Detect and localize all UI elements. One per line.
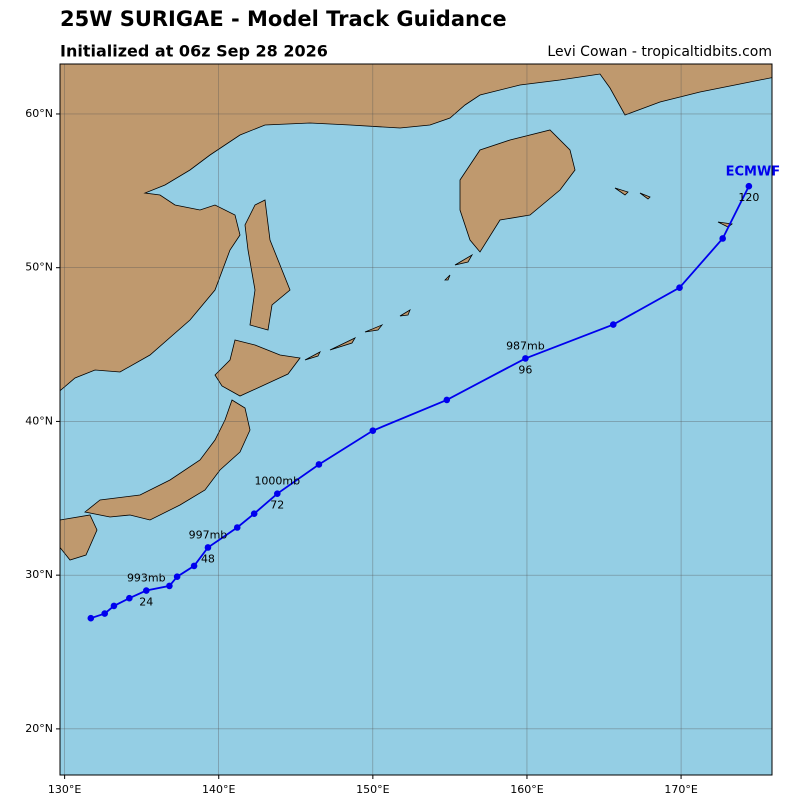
track-point: [87, 614, 95, 622]
track-point: [166, 582, 173, 590]
chart-subtitle: Initialized at 06z Sep 28 2026: [60, 42, 328, 61]
y-tick-label: 50°N: [25, 261, 53, 274]
y-tick-label: 30°N: [25, 568, 53, 581]
x-tick-label: 160°E: [510, 783, 543, 796]
hour-label: 48: [201, 552, 215, 565]
track-point: [204, 544, 212, 551]
ocean: [60, 64, 772, 775]
plot-frame: [59, 63, 773, 776]
asia-mainland: [60, 64, 772, 392]
track-point: [745, 182, 753, 190]
y-tick-label: 20°N: [25, 722, 53, 735]
kyushu: [60, 514, 98, 561]
pressure-label: 997mb: [189, 528, 228, 541]
track-point: [369, 427, 377, 434]
x-tick-label: 150°E: [356, 783, 389, 796]
sakhalin: [244, 199, 291, 331]
track-layer: 993mb 24 997mb 48 1000mb 72 987mb 96 120 ECMWF: [87, 165, 781, 622]
track-point: [609, 321, 617, 328]
track-point: [126, 594, 133, 602]
honshu: [84, 399, 251, 521]
track-point: [273, 490, 281, 497]
x-tick-label: 170°E: [664, 783, 697, 796]
track-point: [250, 510, 258, 517]
hour-label: 24: [139, 596, 153, 609]
kuril-islands: [304, 253, 474, 361]
track-point: [522, 355, 529, 362]
x-tick-label: 130°E: [48, 783, 81, 796]
grid-layer: [60, 64, 772, 775]
track-point: [101, 610, 108, 617]
track-point: [719, 235, 726, 242]
chart-title: 25W SURIGAE - Model Track Guidance: [60, 7, 507, 31]
track-point: [315, 461, 323, 468]
track-point: [110, 602, 118, 610]
x-tick-label: 140°E: [202, 783, 235, 796]
track-point: [173, 573, 181, 580]
track-point: [233, 524, 241, 531]
y-tick-label: 40°N: [25, 414, 53, 427]
model-name: ECMWF: [726, 165, 781, 180]
track-point: [143, 587, 150, 594]
hour-label: 120: [738, 191, 759, 204]
credit: Levi Cowan - tropicaltidbits.com: [547, 44, 772, 60]
pressure-label: 993mb: [127, 572, 166, 585]
pressure-label: 1000mb: [254, 475, 300, 488]
hokkaido: [214, 339, 301, 397]
pressure-label: 987mb: [506, 339, 545, 352]
track-point: [676, 284, 683, 291]
track-point: [190, 562, 198, 570]
track-point: [443, 396, 451, 404]
hour-label: 96: [518, 363, 532, 376]
hour-label: 72: [270, 499, 284, 512]
kamchatka: [459, 129, 576, 253]
land-layer: [60, 64, 772, 561]
y-tick-label: 60°N: [25, 107, 53, 120]
